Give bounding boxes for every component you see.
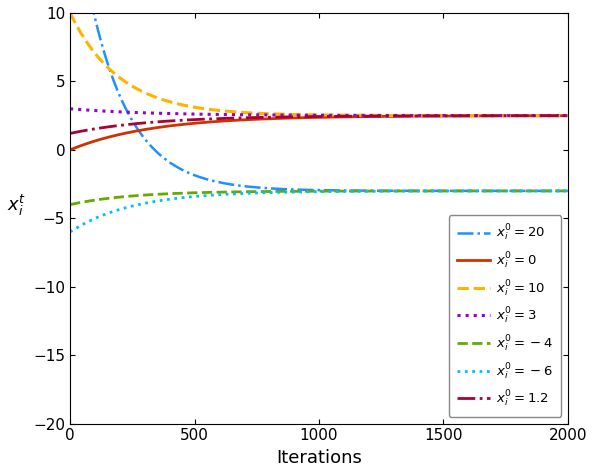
$x_i^0 = -4$ [476, 188, 484, 194]
Line: $x_i^0 = 1.2$: $x_i^0 = 1.2$ [70, 116, 568, 133]
$x_i^0 = 10$ [476, 113, 484, 118]
$x_i^0 = -4$ [251, 189, 258, 194]
Line: $x_i^0 = -6$: $x_i^0 = -6$ [70, 191, 568, 232]
$x_i^0 = -4$ [564, 188, 571, 194]
$x_i^0 = 1.2$ [67, 130, 74, 136]
$x_i^0 = 10$ [93, 53, 100, 59]
$x_i^0 = -6$ [78, 222, 85, 228]
$x_i^0 = 0$ [366, 114, 373, 119]
X-axis label: Iterations: Iterations [276, 449, 362, 467]
$x_i^0 = -6$ [93, 215, 100, 220]
$x_i^0 = -4$ [366, 188, 373, 194]
$x_i^0 = 1.2$ [476, 113, 484, 118]
$x_i^0 = 1.2$ [564, 113, 571, 118]
$x_i^0 = 10$ [78, 31, 85, 36]
$x_i^0 = -6$ [67, 229, 74, 235]
$x_i^0 = -4$ [78, 200, 85, 205]
Line: $x_i^0 = -4$: $x_i^0 = -4$ [70, 191, 568, 205]
$x_i^0 = 3$ [564, 113, 571, 118]
Y-axis label: $x_i^t$: $x_i^t$ [7, 193, 26, 219]
$x_i^0 = -4$ [111, 195, 118, 201]
$x_i^0 = 20$ [93, 23, 100, 29]
Legend: $x_i^0 = 20$, $x_i^0 = 0$, $x_i^0 = 10$, $x_i^0 = 3$, $x_i^0 = -4$, $x_i^0 = -6$: $x_i^0 = 20$, $x_i^0 = 0$, $x_i^0 = 10$,… [448, 215, 561, 417]
$x_i^0 = 1.2$ [111, 123, 118, 129]
$x_i^0 = 3$ [67, 106, 74, 111]
$x_i^0 = 3$ [251, 112, 258, 118]
$x_i^0 = 0$ [476, 113, 484, 118]
$x_i^0 = 10$ [366, 112, 373, 118]
$x_i^0 = -6$ [111, 208, 118, 214]
$x_i^0 = 10$ [564, 113, 571, 118]
$x_i^0 = -6$ [366, 188, 373, 194]
$x_i^0 = 1.2$ [78, 128, 85, 134]
$x_i^0 = 0$ [251, 117, 258, 122]
$x_i^0 = 1.2$ [251, 115, 258, 120]
$x_i^0 = 20$ [564, 188, 571, 194]
$x_i^0 = 20$ [366, 188, 373, 193]
$x_i^0 = -6$ [251, 190, 258, 196]
$x_i^0 = 1.2$ [93, 126, 100, 131]
$x_i^0 = 10$ [111, 71, 118, 76]
Line: $x_i^0 = 20$: $x_i^0 = 20$ [70, 0, 568, 191]
$x_i^0 = -6$ [564, 188, 571, 194]
$x_i^0 = -4$ [93, 197, 100, 203]
$x_i^0 = 20$ [251, 184, 258, 190]
Line: $x_i^0 = 10$: $x_i^0 = 10$ [70, 13, 568, 116]
$x_i^0 = 3$ [366, 113, 373, 118]
$x_i^0 = 20$ [111, 80, 118, 85]
$x_i^0 = 3$ [111, 109, 118, 114]
$x_i^0 = 3$ [93, 108, 100, 113]
$x_i^0 = 0$ [111, 133, 118, 138]
$x_i^0 = 1.2$ [366, 113, 373, 119]
$x_i^0 = 3$ [476, 113, 484, 118]
$x_i^0 = 0$ [564, 113, 571, 118]
$x_i^0 = 10$ [67, 10, 74, 16]
$x_i^0 = 0$ [78, 143, 85, 148]
Line: $x_i^0 = 3$: $x_i^0 = 3$ [70, 109, 568, 116]
$x_i^0 = -4$ [67, 202, 74, 208]
$x_i^0 = 0$ [67, 147, 74, 153]
Line: $x_i^0 = 0$: $x_i^0 = 0$ [70, 116, 568, 150]
$x_i^0 = 10$ [251, 110, 258, 116]
$x_i^0 = -6$ [476, 188, 484, 194]
$x_i^0 = 20$ [476, 188, 484, 194]
$x_i^0 = 3$ [78, 107, 85, 112]
$x_i^0 = 0$ [93, 137, 100, 143]
